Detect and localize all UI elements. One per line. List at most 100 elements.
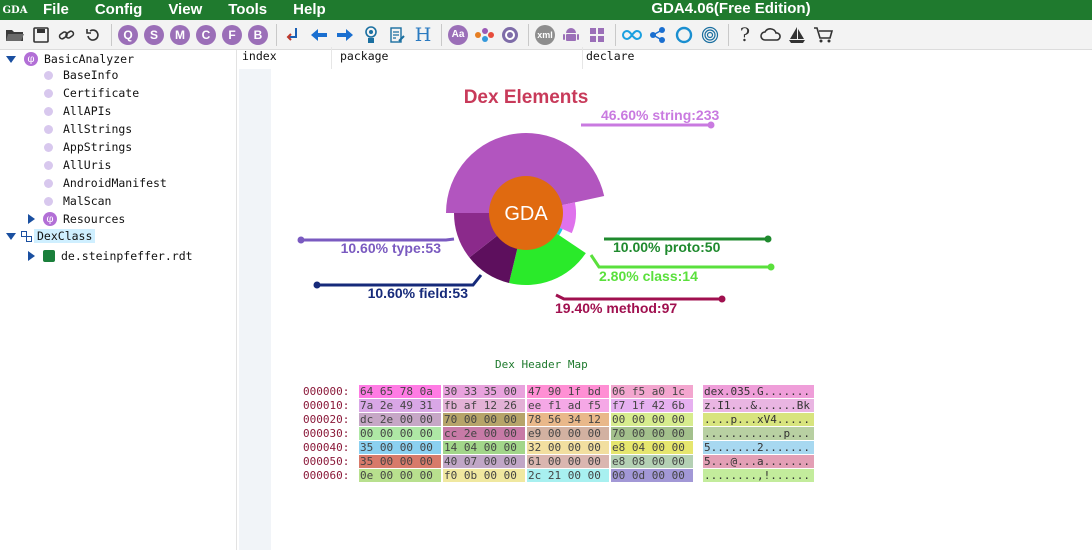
- menu-help[interactable]: Help: [293, 1, 326, 18]
- hex-bytes: fb af 12 26: [443, 398, 525, 412]
- tree-node-androidmanifest[interactable]: AndroidManifest: [44, 174, 167, 192]
- hex-row: 000010: 7a 2e 49 31 fb af 12 26 ee f1 ad f5…: [303, 398, 814, 412]
- tree-label-alluris: AllUris: [63, 158, 112, 172]
- hex-bytes: 30 33 35 00: [443, 384, 525, 398]
- toolbar-separator: [615, 23, 616, 46]
- tree-node-alluris[interactable]: AllUris: [44, 156, 111, 174]
- toolbar-separator: [276, 23, 277, 46]
- hex-bytes: 0e 00 00 00: [359, 468, 441, 482]
- hex-bytes: 40 07 00 00: [443, 454, 525, 468]
- cloud-icon[interactable]: [759, 23, 783, 47]
- graph-icon[interactable]: [472, 23, 496, 47]
- network-icon[interactable]: [646, 23, 670, 47]
- hex-bytes: e9 00 00 00: [527, 426, 609, 440]
- hex-bytes: 7a 2e 49 31: [359, 398, 441, 412]
- sailboat-icon[interactable]: [785, 23, 809, 47]
- search-q-icon[interactable]: Q: [116, 23, 140, 47]
- xml-icon[interactable]: xml: [533, 23, 557, 47]
- tree-label-certificate: Certificate: [63, 86, 140, 100]
- hex-ascii: ....p...xV4.....: [703, 412, 814, 426]
- hex-offset: 000000:: [303, 384, 350, 398]
- tree-node-package[interactable]: de.steinpfeffer.rdt: [28, 247, 193, 265]
- help-icon[interactable]: ?: [739, 23, 751, 46]
- hex-ascii: 5.......2.......: [703, 440, 814, 454]
- hex-bytes: ee f1 ad f5: [527, 398, 609, 412]
- edit-icon[interactable]: [385, 23, 409, 47]
- windows-icon[interactable]: [585, 23, 609, 47]
- circle-icon[interactable]: [672, 23, 696, 47]
- slice-label-field: 10.60% field:53: [368, 285, 469, 301]
- cart-icon[interactable]: [811, 23, 835, 47]
- search-s-icon[interactable]: S: [142, 23, 166, 47]
- leaf-dot-icon: [44, 124, 53, 134]
- tree-node-certificate[interactable]: Certificate: [44, 84, 139, 102]
- search-c-icon[interactable]: C: [194, 23, 218, 47]
- column-package[interactable]: package: [337, 47, 583, 69]
- column-index[interactable]: index: [239, 47, 332, 69]
- hex-ascii: dex.035.G.......: [703, 384, 814, 398]
- leader-dot-type: [297, 236, 305, 244]
- content-area: GDA Dex Elements 46.60% string:233 10.00%…: [239, 69, 1092, 550]
- dex-elements-chart: GDA Dex Elements 46.60% string:233 10.00%…: [297, 87, 775, 316]
- leaf-dot-icon: [44, 106, 53, 116]
- leader-line-field: [317, 274, 483, 287]
- menu-view[interactable]: View: [168, 1, 203, 18]
- expand-icon[interactable]: [6, 55, 16, 63]
- infinity-icon[interactable]: [620, 23, 644, 47]
- collapse-icon[interactable]: [28, 214, 35, 224]
- open-folder-icon[interactable]: [3, 23, 27, 47]
- package-icon: [43, 250, 55, 262]
- leader-dot-proto: [764, 235, 772, 243]
- tree-node-dexclass[interactable]: DexClass: [6, 227, 96, 245]
- hex-bytes: f0 0b 00 00: [443, 468, 525, 482]
- hex-ascii: ........,!......: [703, 468, 814, 482]
- column-declare[interactable]: declare: [586, 49, 635, 63]
- tree-label-malscan: MalScan: [63, 194, 112, 208]
- fingerprint-icon[interactable]: [698, 23, 722, 47]
- toolbar: Q S M C F B H Aa xml ?: [0, 20, 1092, 50]
- hex-bytes: f7 1f 42 6b: [611, 398, 693, 412]
- expand-icon[interactable]: [6, 232, 16, 240]
- hex-bytes: e8 08 00 00: [611, 454, 693, 468]
- leader-dot-field: [313, 281, 321, 289]
- tree-node-baseinfo[interactable]: BaseInfo: [44, 66, 118, 84]
- android-icon[interactable]: [559, 23, 583, 47]
- hex-ascii: z.I1...&......Bk: [703, 398, 814, 412]
- hex-bytes: 00 0d 00 00: [611, 468, 693, 482]
- back-arrow-icon[interactable]: [307, 23, 331, 47]
- dex-overview-panel: GDA Dex Elements 46.60% string:233 10.00%…: [271, 69, 1092, 550]
- goto-icon[interactable]: [281, 23, 305, 47]
- collapse-icon[interactable]: [28, 251, 35, 261]
- tree-node-basicanalyzer[interactable]: φ BasicAnalyzer: [6, 50, 134, 68]
- tree-node-appstrings[interactable]: AppStrings: [44, 138, 132, 156]
- search-f-icon[interactable]: F: [220, 23, 244, 47]
- tree-label-basicanalyzer: BasicAnalyzer: [44, 52, 135, 66]
- settings-gear-icon[interactable]: [498, 23, 522, 47]
- hex-bytes: 64 65 78 0a: [359, 384, 441, 398]
- font-aa-label: Aa: [448, 24, 468, 45]
- tree-node-malscan[interactable]: MalScan: [44, 192, 111, 210]
- tree-node-allapis[interactable]: AllAPIs: [44, 102, 111, 120]
- leader-line-class: [589, 254, 771, 269]
- tree-node-resources[interactable]: φ Resources: [28, 210, 125, 228]
- hex-bytes: 35 00 00 00: [359, 440, 441, 454]
- font-aa-icon[interactable]: Aa: [446, 23, 470, 47]
- hex-row: 000000: 64 65 78 0a 30 33 35 00 47 90 1f bd…: [303, 384, 814, 398]
- link-icon[interactable]: [55, 23, 79, 47]
- person-icon[interactable]: [359, 23, 383, 47]
- search-m-icon[interactable]: M: [168, 23, 192, 47]
- center-hub: [489, 176, 563, 250]
- slice-label-type: 10.60% type:53: [341, 240, 442, 256]
- menu-file[interactable]: File: [43, 1, 69, 18]
- toolbar-separator: [441, 23, 442, 46]
- search-c-label: C: [196, 24, 216, 45]
- tree-node-allstrings[interactable]: AllStrings: [44, 120, 132, 138]
- slice-label-string: 46.60% string:233: [601, 107, 719, 123]
- header-h-icon[interactable]: H: [414, 23, 432, 46]
- menu-tools[interactable]: Tools: [228, 1, 268, 18]
- forward-arrow-icon[interactable]: [333, 23, 357, 47]
- search-b-icon[interactable]: B: [246, 23, 270, 47]
- menu-config[interactable]: Config: [94, 1, 143, 18]
- save-icon[interactable]: [29, 23, 53, 47]
- refresh-icon[interactable]: [81, 23, 105, 47]
